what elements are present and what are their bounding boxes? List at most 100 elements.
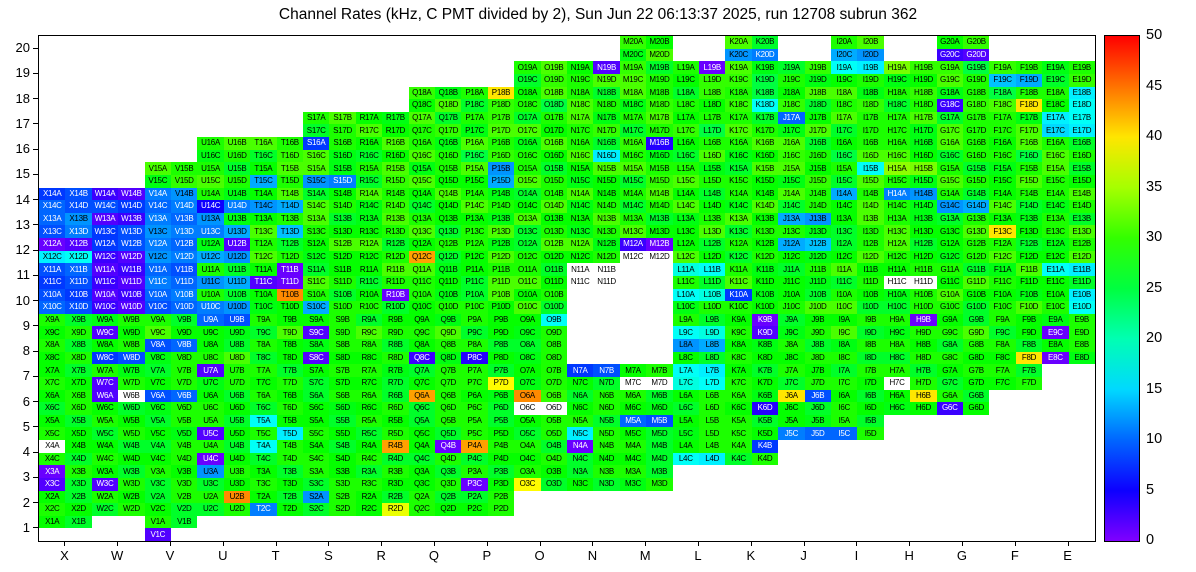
- heatmap-cell: S12B: [329, 238, 356, 251]
- heatmap-cell: S7A: [303, 364, 330, 377]
- heatmap-cell: F14D: [1015, 200, 1043, 213]
- heatmap-cell: N7B: [593, 364, 620, 377]
- heatmap-cell: N3C: [567, 477, 594, 491]
- heatmap-cell: O11A: [514, 263, 541, 276]
- heatmap-cell: K6B: [751, 389, 779, 403]
- heatmap-cell: Q10D: [435, 301, 462, 314]
- heatmap-cell: I12D: [857, 250, 884, 264]
- heatmap-cell: N19D: [593, 73, 620, 87]
- x-axis-label: O: [534, 548, 545, 563]
- heatmap-cell: T16D: [276, 149, 303, 163]
- heatmap-cell: H17D: [910, 124, 937, 137]
- heatmap-cell: R5B: [382, 414, 409, 428]
- heatmap-cell: L5A: [672, 414, 699, 428]
- heatmap-cell: X6D: [65, 402, 92, 415]
- heatmap-cell: L14D: [699, 200, 726, 213]
- heatmap-cell: O4D: [540, 452, 567, 466]
- heatmap-cell: Q8C: [408, 351, 435, 365]
- heatmap-cell: M19B: [646, 61, 673, 74]
- heatmap-cell: G9C: [936, 326, 963, 339]
- heatmap-cell: X2D: [65, 503, 92, 516]
- heatmap-cell: P16C: [461, 149, 488, 163]
- heatmap-cell: J17B: [804, 111, 831, 125]
- heatmap-cell: R7D: [382, 376, 409, 390]
- heatmap-cell: H8A: [883, 339, 911, 352]
- heatmap-cell: I14C: [831, 200, 858, 213]
- y-axis-tick: [33, 451, 38, 453]
- heatmap-cell: Q15D: [435, 174, 462, 188]
- heatmap-cell: R15B: [382, 162, 409, 175]
- x-axis-tick: [434, 541, 435, 546]
- heatmap-cell: N6B: [593, 389, 620, 403]
- x-axis-tick: [750, 541, 752, 546]
- heatmap-cell: V3C: [144, 477, 171, 491]
- heatmap-cell: P14D: [487, 200, 515, 213]
- heatmap-cell: G13B: [963, 212, 990, 226]
- heatmap-cell: F18D: [1015, 99, 1043, 112]
- heatmap-cell: Q5A: [408, 414, 435, 428]
- heatmap-cell: X7A: [39, 364, 66, 377]
- heatmap-cell: T16C: [250, 149, 277, 163]
- heatmap-cell: N15A: [567, 162, 594, 175]
- heatmap-cell: G16B: [963, 137, 990, 150]
- heatmap-cell: N13A: [567, 212, 594, 226]
- heatmap-cell: S9D: [329, 326, 356, 339]
- heatmap-cell: V2C: [144, 503, 171, 516]
- heatmap-cell: G7D: [963, 376, 990, 390]
- heatmap-cell: N6D: [593, 402, 620, 415]
- heatmap-cell: H11A: [883, 263, 911, 276]
- heatmap-cell: V7D: [171, 376, 198, 390]
- heatmap-cell: F17A: [989, 111, 1016, 125]
- heatmap-cell: K12B: [751, 238, 779, 251]
- heatmap-cell: G6A: [936, 389, 963, 403]
- heatmap-cell: F10A: [989, 288, 1016, 302]
- heatmap-cell: G11D: [963, 275, 990, 289]
- heatmap-cell: P2C: [461, 503, 488, 516]
- x-axis-tick: [64, 541, 66, 546]
- heatmap-cell: W8C: [91, 351, 119, 365]
- heatmap-cell: N14A: [567, 187, 594, 201]
- heatmap-cell: H12B: [910, 238, 937, 251]
- heatmap-cell: F15D: [1015, 174, 1043, 188]
- heatmap-cell: V11D: [171, 275, 198, 289]
- heatmap-cell: P17A: [461, 111, 488, 125]
- heatmap-cell: L13D: [699, 225, 726, 238]
- heatmap-cell: N19A: [567, 61, 594, 74]
- heatmap-cell: T11D: [276, 275, 303, 289]
- heatmap-cell: O17C: [514, 124, 541, 137]
- heatmap-cell: M14A: [619, 187, 647, 201]
- heatmap-cell: G17C: [936, 124, 963, 137]
- heatmap-cell: G16A: [936, 137, 963, 150]
- heatmap-cell: M15C: [619, 174, 647, 188]
- heatmap-cell: T5A: [250, 414, 277, 428]
- heatmap-cell: R5C: [355, 427, 383, 440]
- heatmap-cell: T15D: [276, 174, 303, 188]
- heatmap-cell: G14C: [936, 200, 963, 213]
- y-axis-tick: [33, 98, 38, 100]
- heatmap-cell: R16D: [382, 149, 409, 163]
- heatmap-cell: L17C: [672, 124, 699, 137]
- heatmap-cell: Q11C: [408, 275, 435, 289]
- heatmap-cell: K5A: [725, 414, 752, 428]
- heatmap-cell: U12D: [223, 250, 251, 264]
- heatmap-cell: N12D: [593, 250, 620, 264]
- heatmap-cell: J19B: [804, 61, 831, 74]
- heatmap-cell: T11C: [250, 275, 277, 289]
- heatmap-cell: E14B: [1068, 187, 1095, 201]
- heatmap-cell: L8C: [672, 351, 699, 365]
- heatmap-cell: X11A: [39, 263, 66, 276]
- heatmap-cell: T10C: [250, 301, 277, 314]
- colorbar-labels: 0 5 10 15 20 25 30 35 40 45 50: [1146, 27, 1194, 548]
- heatmap-cell: T8B: [276, 339, 303, 352]
- heatmap-cell: H15B: [910, 162, 937, 175]
- x-axis-label: H: [904, 548, 914, 563]
- heatmap-cell: F13D: [1015, 225, 1043, 238]
- heatmap-cell: V2D: [171, 503, 198, 516]
- heatmap-cell: I12B: [857, 238, 884, 251]
- heatmap-cell: U14C: [197, 200, 224, 213]
- heatmap-cell: W8D: [118, 351, 145, 365]
- heatmap-cell: R15C: [355, 174, 383, 188]
- heatmap-cell: P4D: [487, 452, 515, 466]
- heatmap-cell: N18A: [567, 86, 594, 100]
- heatmap-cell: W14A: [91, 187, 119, 201]
